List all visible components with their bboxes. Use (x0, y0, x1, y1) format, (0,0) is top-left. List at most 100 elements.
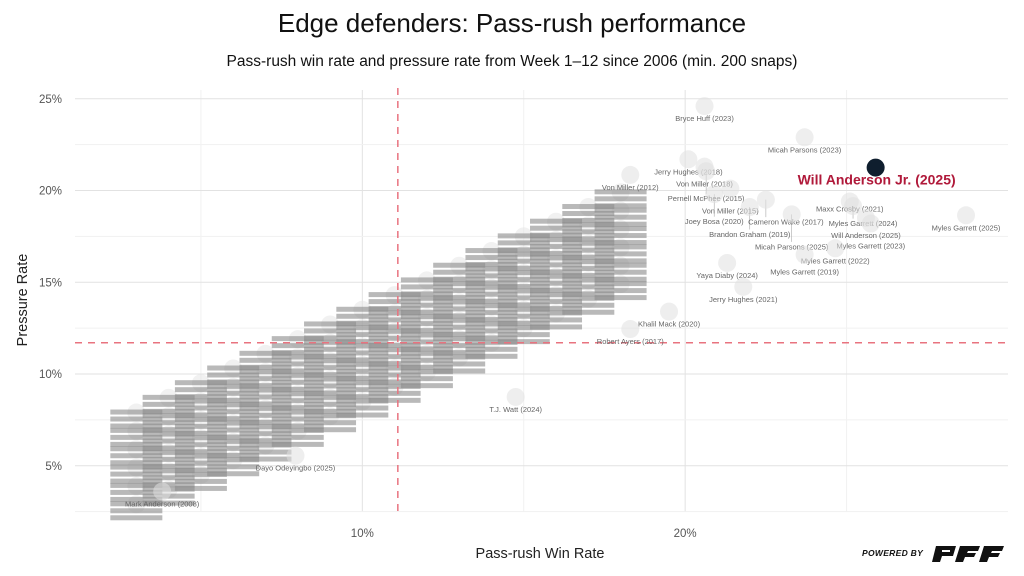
point-label-mass (304, 401, 357, 407)
point-label-mass (530, 306, 583, 312)
point-label-mass (433, 343, 486, 349)
point-label-mass (530, 225, 583, 231)
point-label-mass (530, 269, 583, 275)
point-label-mass (142, 408, 195, 414)
point-label-mass (304, 383, 357, 389)
point-label-mass (271, 398, 324, 404)
point-label-mass (336, 332, 389, 338)
point-label-mass (497, 325, 550, 331)
point-label-mass (562, 259, 615, 265)
point-label-mass (594, 288, 647, 294)
point-label-mass (594, 207, 647, 213)
point-label-mass (594, 233, 647, 239)
point-label-mass (271, 405, 324, 411)
point-label-mass (433, 306, 486, 312)
point-label-mass (336, 368, 389, 374)
point-label: Myles Garrett (2022) (801, 256, 870, 265)
point-label-mass (368, 306, 421, 312)
point-label-mass (207, 434, 260, 440)
point-label-mass (465, 262, 518, 268)
point-label-mass (433, 281, 486, 287)
point-label-mass (497, 302, 550, 308)
point-label-mass (304, 346, 357, 352)
point-label: Jerry Hughes (2018) (654, 167, 723, 176)
point-label-mass (594, 276, 647, 282)
point-label-mass (271, 409, 324, 415)
point-label-mass (271, 336, 324, 342)
point-label-mass (336, 339, 389, 345)
point-label-mass (400, 284, 453, 290)
point-label-mass (594, 244, 647, 250)
point-label-mass (207, 416, 260, 422)
point-label-mass (271, 427, 324, 433)
data-point (695, 97, 714, 116)
point-label-mass (594, 262, 647, 268)
point-label-mass (336, 398, 389, 404)
point-label-mass (400, 369, 453, 375)
point-label-mass (110, 496, 163, 502)
point-label-mass (271, 368, 324, 374)
point-label-mass (174, 380, 227, 386)
x-tick-label: 20% (674, 528, 697, 540)
point-label-mass (400, 346, 453, 352)
point-label-mass (465, 298, 518, 304)
point-label-mass (433, 354, 486, 360)
point-label-mass (142, 463, 195, 469)
point-label-mass (368, 324, 421, 330)
point-label-mass (174, 412, 227, 418)
data-point (506, 387, 525, 406)
point-label-mass (174, 478, 227, 484)
point-label-mass (239, 369, 292, 375)
chart-title: Edge defenders: Pass-rush performance (277, 8, 747, 38)
point-label-mass (562, 247, 615, 253)
point-label-mass (368, 299, 421, 305)
point-label-mass (174, 416, 227, 422)
point-label-mass (562, 273, 615, 279)
point-label-mass (562, 218, 615, 224)
powered-by-text: POWERED BY (862, 548, 924, 558)
data-point (621, 165, 640, 184)
point-label-mass (497, 295, 550, 301)
data-point (621, 320, 640, 339)
point-label-mass (530, 262, 583, 268)
point-label-mass (174, 471, 227, 477)
point-label-mass (433, 288, 486, 294)
point-label-mass (174, 453, 227, 459)
point-label: Pernell McPhee (2015) (668, 194, 745, 203)
point-label-mass (110, 446, 163, 452)
point-label-mass (562, 236, 615, 242)
point-label-mass (271, 391, 324, 397)
point-label-mass (368, 361, 421, 367)
point-label-mass (368, 390, 421, 396)
data-point (718, 253, 737, 272)
point-label-mass (239, 456, 292, 462)
point-label-mass (530, 237, 583, 243)
point-label-mass (594, 214, 647, 220)
point-label-mass (530, 251, 583, 257)
point-label-mass (433, 313, 486, 319)
point-label-mass (530, 255, 583, 261)
point-label-mass (497, 277, 550, 283)
point-label-mass (174, 405, 227, 411)
data-point (861, 214, 880, 233)
point-cloud (110, 183, 647, 521)
point-label-mass (304, 353, 357, 359)
point-label: Bryce Huff (2023) (675, 114, 734, 123)
point-label-mass (368, 365, 421, 371)
point-label-mass (304, 376, 357, 382)
point-label-mass (110, 434, 163, 440)
point-label-mass (368, 310, 421, 316)
pff-logo (932, 546, 1004, 562)
point-label-mass (433, 269, 486, 275)
point-label-mass (304, 372, 357, 378)
point-label-mass (336, 306, 389, 312)
point-label-mass (239, 412, 292, 418)
x-tick-label: 10% (351, 528, 374, 540)
point-label-mass (336, 387, 389, 393)
point-label-mass (368, 383, 421, 389)
point-label-mass (271, 372, 324, 378)
point-label-mass (368, 328, 421, 334)
point-label-mass (368, 372, 421, 378)
point-label-mass (336, 412, 389, 418)
point-label-mass (239, 387, 292, 393)
